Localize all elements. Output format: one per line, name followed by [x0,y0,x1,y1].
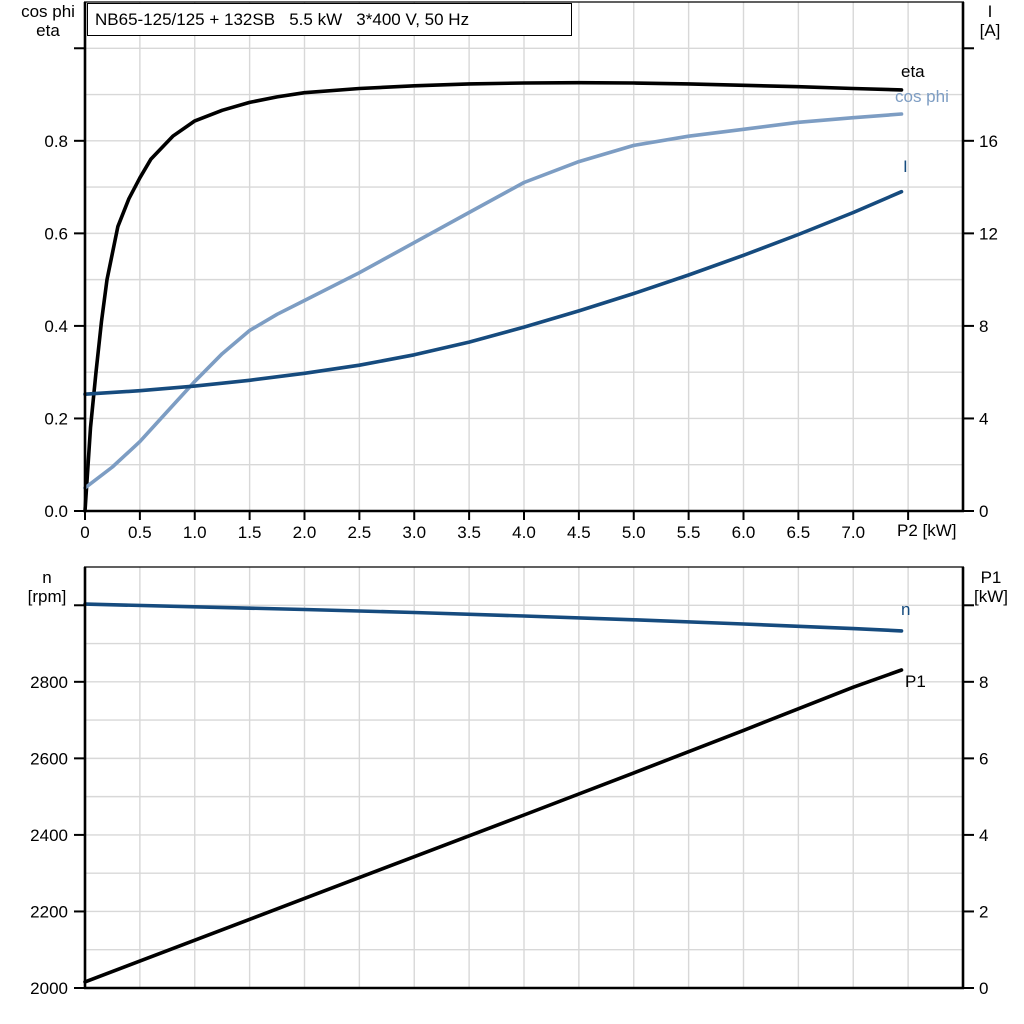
x-tick-label: 1.0 [183,523,207,542]
y-left-tick-label: 2000 [30,979,68,998]
curve-label-cos-phi: cos phi [895,87,949,106]
y-left-tick-label: 2600 [30,749,68,768]
y-left-tick-label: 0.0 [44,502,68,521]
x-tick-label: 1.5 [238,523,262,542]
curve-label-speed: n [901,600,911,619]
x-tick-label: 0 [80,523,89,542]
y-right-tick-label: 0 [979,502,988,521]
y-left-tick-label: 2800 [30,673,68,692]
x-tick-label: 6.5 [787,523,811,542]
curve-label-current: I [903,157,908,176]
y-left-tick-label: 0.6 [44,224,68,243]
x-tick-label: 4.5 [567,523,591,542]
chart-title-box: NB65-125/125 + 132SB 5.5 kW 3*400 V, 50 … [87,3,572,36]
y-right-tick-label: 2 [979,902,988,921]
y-right-tick-label: 8 [979,673,988,692]
y-right-tick-label: 12 [979,224,998,243]
x-tick-label: 3.5 [457,523,481,542]
x-tick-label: 6.0 [732,523,756,542]
curve-I [83,189,904,397]
upper-left-axis-title: cos phi eta [10,2,86,40]
x-tick-label: 2.5 [348,523,372,542]
curve-label-input-power: P1 [905,672,926,691]
curve-cos-phi [83,112,904,490]
x-tick-label: 4.0 [512,523,536,542]
upper-right-axis-title-line2: [A] [979,21,1001,40]
lower-left-axis-title: n [rpm] [8,568,86,606]
upper-left-axis-title-line2: eta [36,21,60,40]
curve-eta [83,80,904,513]
curve-label-eta: eta [901,62,925,81]
y-left-tick-label: 0.4 [44,317,68,336]
y-right-tick-label: 4 [979,826,988,845]
upper-right-axis-title-line1: I [987,2,993,21]
y-left-tick-label: 0.2 [44,409,68,428]
lower-right-axis-title-line2: [kW] [974,587,1008,606]
curve-P1 [83,668,904,984]
lower-right-axis-title: P1 [kW] [964,568,1018,606]
y-right-tick-label: 8 [979,317,988,336]
y-right-tick-label: 0 [979,979,988,998]
y-left-tick-label: 0.8 [44,132,68,151]
lower-left-axis-title-line1: n [42,568,52,587]
y-left-tick-label: 2200 [30,902,68,921]
y-right-tick-label: 4 [979,409,988,428]
upper-right-axis-title: I [A] [964,2,1016,40]
y-right-tick-label: 16 [979,132,998,151]
x-tick-label: 5.0 [622,523,646,542]
x-tick-label: 7.0 [841,523,865,542]
y-left-tick-label: 2400 [30,826,68,845]
x-tick-label: 0.5 [128,523,152,542]
y-right-tick-label: 6 [979,749,988,768]
lower-left-axis-title-line2: [rpm] [27,587,67,606]
lower-right-axis-title-line1: P1 [980,568,1002,587]
upper-left-axis-title-line1: cos phi [21,2,75,21]
x-axis-title: P2 [kW] [897,521,957,540]
curve-n [83,602,904,633]
x-tick-label: 2.0 [293,523,317,542]
x-tick-label: 5.5 [677,523,701,542]
x-tick-label: 3.0 [402,523,426,542]
